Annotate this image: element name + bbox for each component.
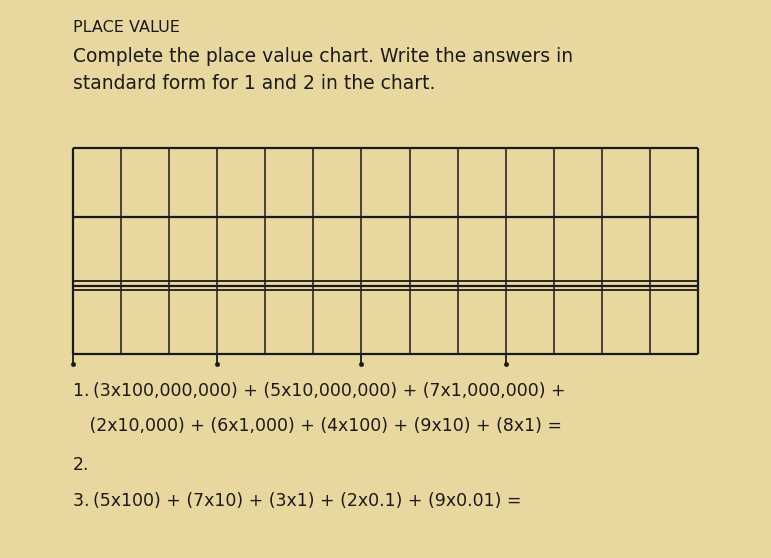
Text: 1. (3x100,000,000) + (5x10,000,000) + (7x1,000,000) +: 1. (3x100,000,000) + (5x10,000,000) + (7… xyxy=(73,382,566,400)
Text: 3. (5x100) + (7x10) + (3x1) + (2x0.1) + (9x0.01) =: 3. (5x100) + (7x10) + (3x1) + (2x0.1) + … xyxy=(73,492,522,509)
Text: PLACE VALUE: PLACE VALUE xyxy=(73,20,180,35)
Text: standard form for 1 and 2 in the chart.: standard form for 1 and 2 in the chart. xyxy=(73,74,436,93)
Text: 2.: 2. xyxy=(73,456,89,474)
Text: (2x10,000) + (6x1,000) + (4x100) + (9x10) + (8x1) =: (2x10,000) + (6x1,000) + (4x100) + (9x10… xyxy=(73,417,562,435)
Text: Complete the place value chart. Write the answers in: Complete the place value chart. Write th… xyxy=(73,47,574,66)
